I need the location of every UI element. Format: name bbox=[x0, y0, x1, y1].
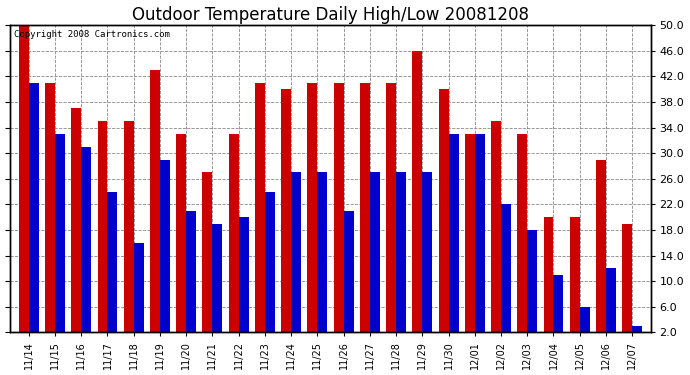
Bar bbox=[186, 211, 196, 332]
Bar bbox=[553, 275, 564, 332]
Bar bbox=[386, 83, 396, 332]
Bar bbox=[622, 224, 632, 332]
Bar bbox=[71, 108, 81, 332]
Bar bbox=[307, 83, 317, 332]
Bar bbox=[413, 51, 422, 332]
Bar bbox=[465, 134, 475, 332]
Bar bbox=[580, 307, 590, 332]
Bar bbox=[213, 224, 222, 332]
Bar bbox=[81, 147, 91, 332]
Bar bbox=[317, 172, 327, 332]
Bar bbox=[19, 25, 29, 332]
Bar bbox=[475, 134, 485, 332]
Bar bbox=[491, 121, 501, 332]
Bar bbox=[527, 230, 538, 332]
Bar bbox=[176, 134, 186, 332]
Text: Copyright 2008 Cartronics.com: Copyright 2008 Cartronics.com bbox=[14, 30, 170, 39]
Bar bbox=[518, 134, 527, 332]
Bar bbox=[360, 83, 370, 332]
Bar bbox=[108, 192, 117, 332]
Bar bbox=[422, 172, 432, 332]
Bar bbox=[29, 83, 39, 332]
Bar bbox=[134, 243, 144, 332]
Bar bbox=[291, 172, 301, 332]
Bar bbox=[448, 134, 458, 332]
Bar bbox=[606, 268, 616, 332]
Bar bbox=[544, 217, 553, 332]
Bar bbox=[570, 217, 580, 332]
Bar bbox=[281, 89, 291, 332]
Bar bbox=[265, 192, 275, 332]
Bar bbox=[596, 159, 606, 332]
Title: Outdoor Temperature Daily High/Low 20081208: Outdoor Temperature Daily High/Low 20081… bbox=[132, 6, 529, 24]
Bar bbox=[370, 172, 380, 332]
Bar bbox=[334, 83, 344, 332]
Bar bbox=[97, 121, 108, 332]
Bar bbox=[160, 159, 170, 332]
Bar bbox=[45, 83, 55, 332]
Bar bbox=[150, 70, 160, 332]
Bar bbox=[501, 204, 511, 332]
Bar bbox=[228, 134, 239, 332]
Bar bbox=[439, 89, 449, 332]
Bar bbox=[344, 211, 353, 332]
Bar bbox=[239, 217, 248, 332]
Bar bbox=[632, 326, 642, 332]
Bar bbox=[55, 134, 65, 332]
Bar bbox=[202, 172, 213, 332]
Bar bbox=[255, 83, 265, 332]
Bar bbox=[124, 121, 134, 332]
Bar bbox=[396, 172, 406, 332]
